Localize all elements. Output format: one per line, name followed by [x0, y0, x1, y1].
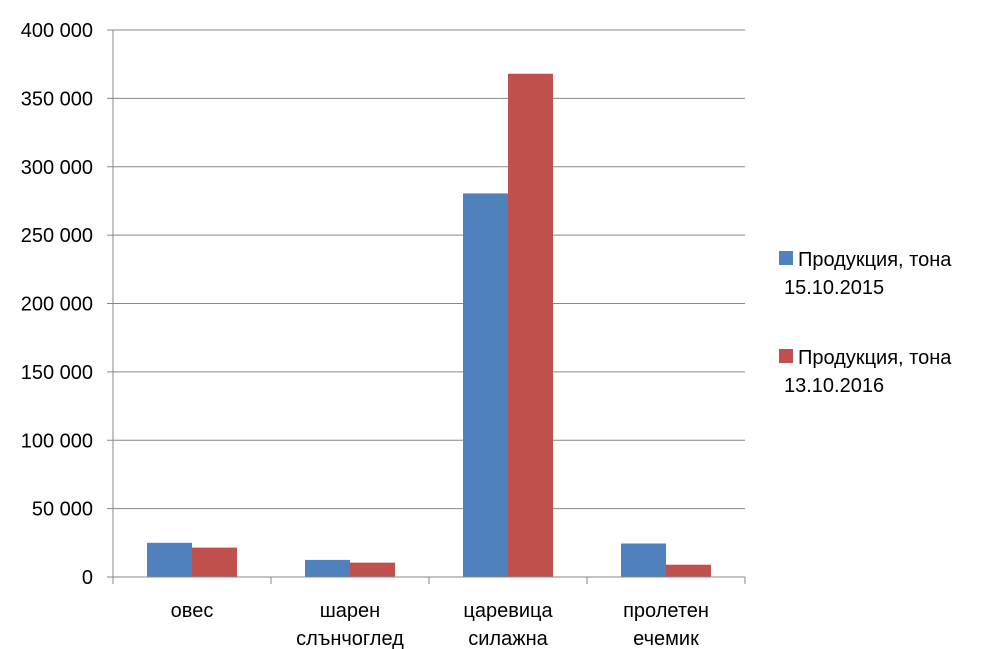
bar — [350, 562, 395, 577]
y-tick-label: 50 000 — [32, 499, 93, 521]
category-label: силажна — [468, 628, 548, 649]
y-tick-label: 200 000 — [21, 294, 93, 316]
gridlines — [113, 29, 745, 510]
bar — [192, 547, 237, 577]
axes — [107, 29, 746, 584]
legend-swatch — [779, 349, 793, 363]
bars — [147, 73, 711, 577]
category-label: шарен — [320, 600, 380, 622]
bar — [666, 564, 711, 577]
y-tick-label: 100 000 — [21, 430, 93, 452]
bar — [147, 542, 192, 577]
bar — [463, 193, 508, 577]
legend-swatch — [779, 251, 793, 265]
category-label: слънчоглед — [296, 628, 404, 649]
bar — [508, 73, 553, 577]
y-tick-labels: 0 50 000 100 000 150 000 200 000 250 000 300 0… — [21, 20, 93, 589]
y-tick-label: 350 000 — [21, 88, 93, 110]
category-label: царевица — [463, 600, 553, 622]
category-label: пролетен — [623, 600, 709, 622]
y-tick-label: 250 000 — [21, 225, 93, 247]
y-tick-label: 150 000 — [21, 362, 93, 384]
y-tick-label: 400 000 — [21, 20, 93, 42]
legend-label: 13.10.2016 — [784, 375, 884, 397]
y-tick-label: 300 000 — [21, 157, 93, 179]
legend-label: Продукция, тона — [798, 347, 952, 369]
legend-label: Продукция, тона — [798, 249, 952, 271]
bar — [621, 543, 666, 577]
legend: Продукция, тона 15.10.2015 Продукция, тона… — [779, 249, 952, 397]
bar — [305, 559, 350, 577]
category-labels: овес шарен слънчоглед царевица силажна пролет… — [171, 600, 709, 649]
category-label: овес — [171, 600, 214, 622]
category-label: ечемик — [633, 628, 699, 649]
y-tick-label: 0 — [82, 567, 93, 589]
legend-label: 15.10.2015 — [784, 277, 884, 299]
